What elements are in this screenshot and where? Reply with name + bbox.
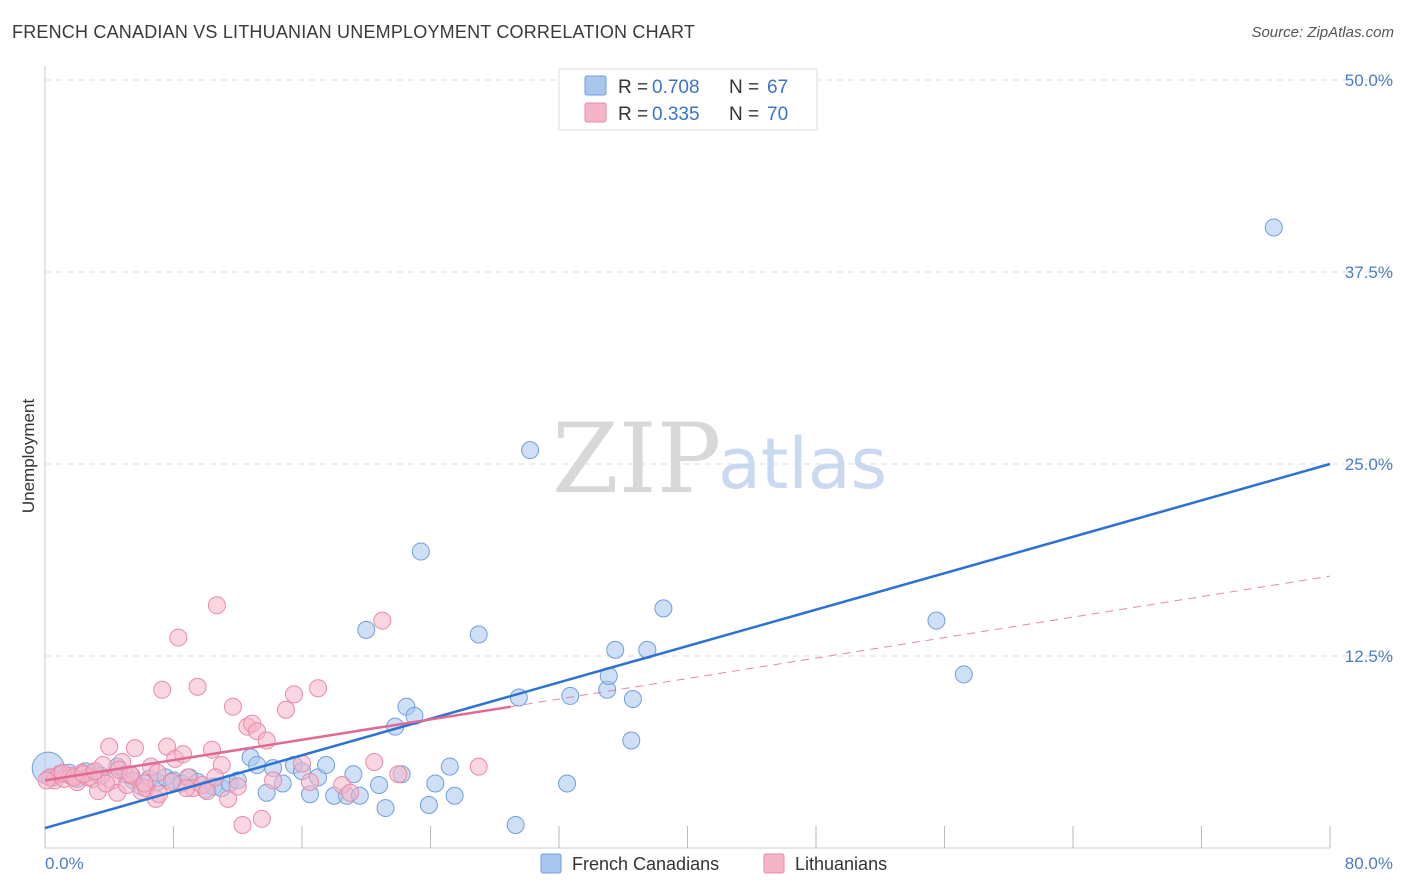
trendline-lithuanians-extension — [510, 575, 1331, 708]
legend-n-label-1: N = — [729, 77, 759, 98]
legend-r-label-2: R = — [618, 104, 648, 125]
chart-title: FRENCH CANADIAN VS LITHUANIAN UNEMPLOYME… — [12, 22, 696, 42]
x-tick-label-1: 80.0% — [1345, 854, 1393, 873]
data-point — [469, 757, 488, 776]
data-point — [100, 737, 119, 756]
y-axis-label: Unemployment — [19, 399, 38, 514]
data-point — [654, 599, 673, 618]
x-tick-label-0: 0.0% — [45, 854, 84, 873]
data-point — [207, 596, 226, 615]
data-point — [317, 756, 336, 775]
data-point — [954, 665, 973, 684]
data-point — [309, 679, 328, 698]
legend-n-value-1: 67 — [767, 77, 788, 98]
data-point — [389, 765, 408, 784]
data-point — [344, 765, 363, 784]
data-point — [228, 777, 247, 796]
data-point — [219, 789, 238, 808]
data-point — [445, 786, 464, 805]
data-point — [252, 809, 271, 828]
data-point — [373, 611, 392, 630]
data-point — [506, 815, 525, 834]
watermark: ZIP atlas — [552, 403, 887, 515]
data-point — [411, 542, 430, 561]
data-point — [148, 763, 167, 782]
data-point — [357, 620, 376, 639]
data-point — [623, 690, 642, 709]
data-point — [440, 757, 459, 776]
data-point — [370, 776, 389, 795]
legend-box: R = 0.708 N = 67 R = 0.335 N = 70 — [558, 68, 818, 131]
data-point — [276, 700, 295, 719]
data-point — [927, 611, 946, 630]
data-point — [169, 628, 188, 647]
trendlines — [44, 462, 1331, 830]
trendline-lithuanians — [44, 705, 512, 782]
y-tick-label-2: 37.5% — [1345, 263, 1393, 282]
bottom-legend-label-lithuanians: Lithuanians — [795, 854, 887, 874]
data-point — [521, 441, 540, 460]
data-point — [558, 774, 577, 793]
scatter-points — [31, 218, 1283, 834]
bottom-legend-label-french-canadians: French Canadians — [572, 854, 719, 874]
bottom-legend-swatch-lithuanians — [763, 853, 785, 874]
tick-labels: 12.5% 25.0% 37.5% 50.0% 0.0% 80.0% — [45, 71, 1393, 873]
data-point — [233, 815, 252, 834]
data-point — [135, 774, 154, 793]
legend-n-label-2: N = — [729, 104, 759, 125]
legend-r-value-2: 0.335 — [652, 104, 700, 125]
axes — [44, 66, 1331, 849]
data-point — [301, 772, 320, 791]
data-point — [125, 739, 144, 758]
data-point — [341, 783, 360, 802]
data-point — [561, 686, 580, 705]
data-point — [469, 625, 488, 644]
data-point — [376, 799, 395, 818]
data-point — [1264, 218, 1283, 237]
y-tick-label-0: 12.5% — [1345, 647, 1393, 666]
watermark-atlas: atlas — [718, 423, 887, 505]
bottom-legend-swatch-french-canadians — [540, 853, 562, 874]
data-point — [419, 795, 438, 814]
bottom-legend: French Canadians Lithuanians — [540, 853, 887, 874]
data-point — [622, 731, 641, 750]
data-point — [188, 677, 207, 696]
trendline-french-canadians — [44, 462, 1331, 830]
data-point — [606, 640, 625, 659]
data-point — [153, 680, 172, 699]
y-tick-label-3: 50.0% — [1345, 71, 1393, 90]
grid-lines — [45, 79, 1394, 657]
y-tick-label-1: 25.0% — [1345, 455, 1393, 474]
legend-r-label-1: R = — [618, 77, 648, 98]
data-point — [284, 685, 303, 704]
data-point — [223, 697, 242, 716]
source-label: Source: ZipAtlas.com — [1251, 24, 1394, 41]
data-point — [426, 774, 445, 793]
legend-n-value-2: 70 — [767, 104, 788, 125]
series-french-canadians — [31, 218, 1283, 834]
data-point — [365, 752, 384, 771]
legend-swatch-french-canadians — [584, 75, 607, 96]
data-point — [264, 771, 283, 790]
legend-swatch-lithuanians — [584, 102, 607, 123]
legend-r-value-1: 0.708 — [652, 77, 700, 98]
watermark-zip: ZIP — [552, 403, 721, 515]
data-point — [97, 774, 116, 793]
